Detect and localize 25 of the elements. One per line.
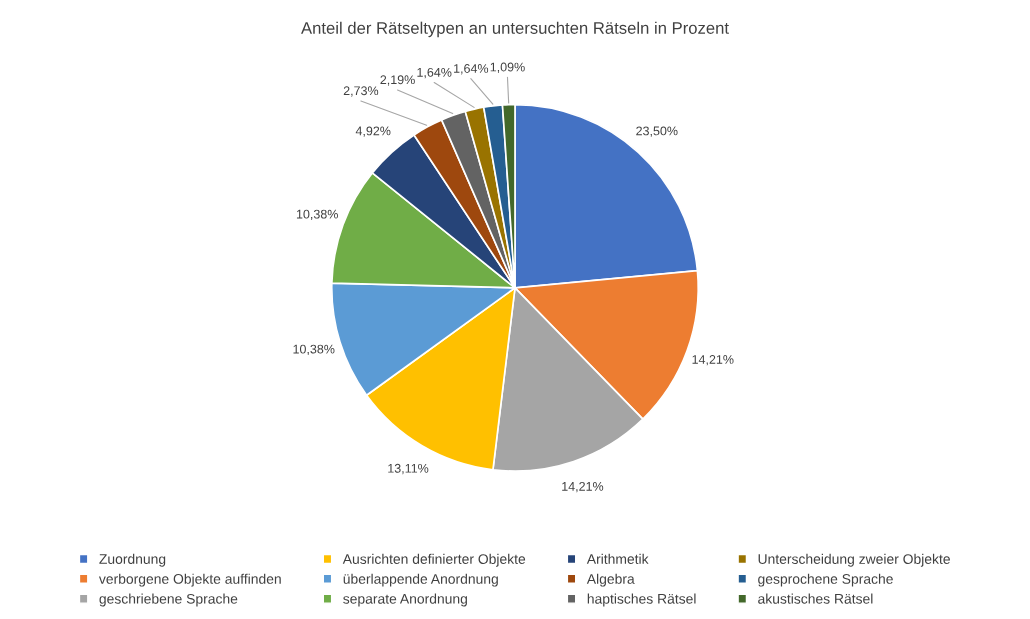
data-label: 10,38% (293, 344, 335, 355)
legend-label: überlappende Anordnung (343, 573, 498, 587)
chart-title: Anteil der Rätseltypen an untersuchten Rätseln in Prozent (301, 21, 729, 38)
data-label: 14,21% (692, 355, 734, 366)
data-label: 1,64% (417, 67, 452, 79)
data-label: 13,11% (388, 463, 429, 475)
data-label: 1,09% (490, 62, 525, 73)
data-label: 2,73% (343, 86, 379, 97)
data-label: 23,50% (636, 126, 678, 137)
legend-label: haptisches Rätsel (587, 593, 696, 607)
legend-label: Zuordnung (99, 553, 166, 567)
legend-label: geschriebene Sprache (99, 593, 238, 607)
data-label: 14,21% (562, 481, 604, 493)
legend-label: akustisches Rätsel (758, 593, 873, 604)
data-label: 10,38% (296, 209, 338, 221)
legend-label: Ausrichten definierter Objekte (342, 553, 526, 567)
data-label: 2,19% (380, 75, 415, 86)
legend-label: gesprochene Sprache (758, 573, 893, 587)
legend-label: Algebra (586, 573, 635, 587)
data-label: 1,64% (454, 64, 489, 75)
data-label: 4,92% (355, 126, 391, 137)
legend-label: Arithmetik (586, 553, 649, 564)
legend-label: verborgene Objekte auffinden (98, 573, 281, 587)
legend-label: separate Anordnung (343, 593, 467, 607)
legend-label: Unterscheidung zweier Objekte (758, 553, 950, 567)
